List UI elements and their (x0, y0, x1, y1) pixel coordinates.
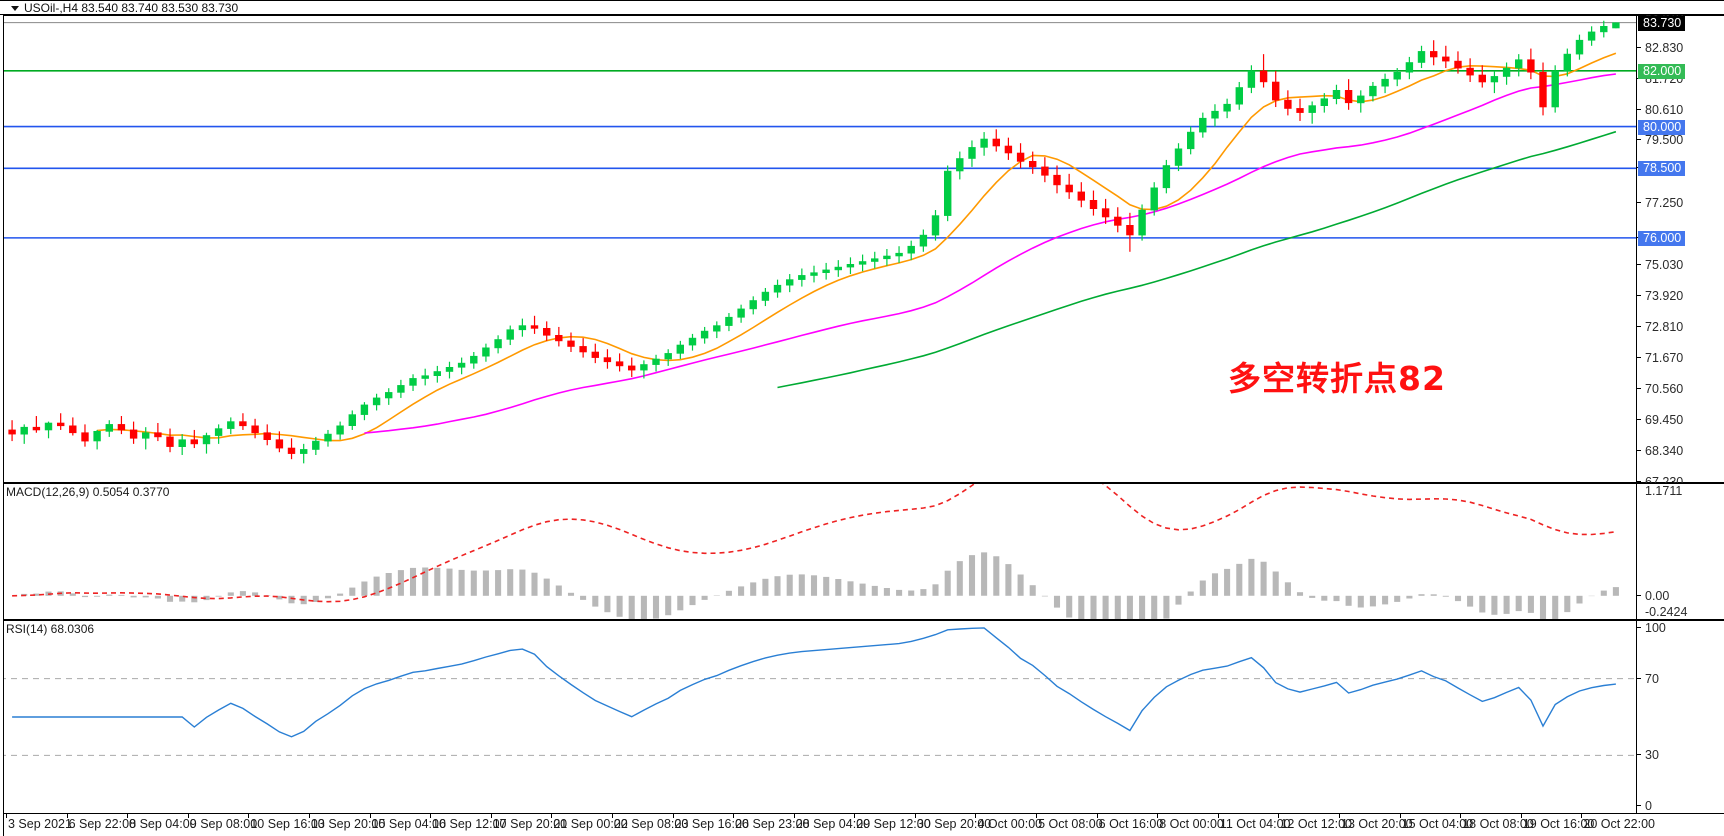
macd-axis-tick: 0.00 (1637, 589, 1669, 603)
date-axis-tick-mark (308, 814, 310, 818)
price-level-badge[interactable]: 76.000 (1638, 230, 1686, 246)
date-axis-tick-mark (66, 814, 68, 818)
price-axis-tick: 82.830 (1637, 41, 1683, 55)
macd-panel: MACD(12,26,9) 0.5054 0.3770 1.1711 0.00 -0… (0, 483, 1724, 620)
date-axis-tick-mark (1339, 814, 1341, 818)
date-axis-label: 9 Sep 08:00 (189, 817, 258, 831)
rsi-axis-tick: 100 (1637, 621, 1666, 635)
date-axis-label: 4 Oct 00:00 (977, 817, 1043, 831)
price-axis-tick: 69.450 (1637, 413, 1683, 427)
price-level-badge[interactable]: 82.000 (1638, 63, 1686, 79)
date-axis-tick-mark (854, 814, 856, 818)
price-level-badge[interactable]: 78.500 (1638, 161, 1686, 177)
rsi-series-svg (0, 627, 1636, 756)
chart-title: USOil-,H4 83.540 83.740 83.530 83.730 (24, 1, 239, 15)
date-axis-label: 20 Oct 22:00 (1583, 817, 1655, 831)
date-axis-tick-mark (975, 814, 977, 818)
current-price-badge[interactable]: 83.730 (1638, 15, 1686, 31)
price-axis-tick: 68.340 (1637, 444, 1683, 458)
rsi-plot-area[interactable] (0, 621, 1636, 813)
macd-label: MACD(12,26,9) 0.5054 0.3770 (6, 485, 170, 499)
price-axis-tick: 73.920 (1637, 289, 1683, 303)
date-axis-label: 21 Sep 00:00 (553, 817, 628, 831)
date-axis-label: 8 Oct 00:00 (1159, 817, 1224, 831)
rsi-axis-tick: 0 (1637, 799, 1652, 813)
date-axis-label: 13 Sep 20:00 (310, 817, 386, 831)
date-axis-tick-mark (369, 814, 371, 818)
date-axis-tick-mark (127, 814, 129, 818)
date-axis-tick-mark (1399, 814, 1401, 818)
date-axis-label: 11 Oct 04:00 (1219, 817, 1291, 831)
date-axis-label: 18 Oct 08:00 (1462, 817, 1534, 831)
date-axis-label: 22 Sep 08:00 (613, 817, 689, 831)
date-axis-tick-mark (6, 814, 7, 818)
date-axis-label: 16 Sep 12:00 (432, 817, 507, 831)
macd-axis-tick: -0.2424 (1645, 605, 1688, 619)
date-axis-label: 13 Oct 20:00 (1341, 817, 1413, 831)
macd-series-svg (12, 484, 1619, 619)
price-panel: 83.97082.83081.72080.61079.50078.50077.2… (0, 9, 1724, 489)
date-axis-label: 23 Sep 16:00 (674, 817, 749, 831)
date-axis-tick-mark (1520, 814, 1522, 818)
price-series-svg (0, 20, 1636, 464)
date-axis-label: 30 Sep 20:00 (916, 817, 992, 831)
date-axis-tick-mark (1036, 814, 1038, 818)
price-axis-tick: 71.670 (1637, 351, 1683, 365)
date-axis-tick-mark (733, 814, 735, 818)
date-axis-tick-mark (1157, 814, 1159, 818)
date-axis-tick-mark (187, 814, 189, 818)
macd-axis-tick: 1.1711 (1645, 484, 1683, 498)
chart-annotation-text: 多空转折点82 (1228, 359, 1446, 398)
price-axis-tick: 77.250 (1637, 196, 1683, 210)
price-axis-tick: 72.810 (1637, 320, 1683, 334)
date-axis-tick-mark (1278, 814, 1280, 818)
date-axis-tick-mark (793, 814, 795, 818)
date-axis-tick-mark (248, 814, 250, 818)
date-axis-label: 3 Sep 2021 (8, 817, 72, 831)
date-axis-tick-mark (611, 814, 613, 818)
date-axis-label: 29 Sep 12:00 (856, 817, 931, 831)
rsi-axis-tick: 30 (1637, 748, 1659, 762)
date-axis-label: 17 Sep 20:00 (492, 817, 568, 831)
rsi-axis-tick: 70 (1637, 672, 1659, 686)
date-axis-tick-mark (490, 814, 492, 818)
price-axis[interactable]: 83.97082.83081.72080.61079.50078.50077.2… (1636, 9, 1724, 489)
date-axis-label: 10 Sep 16:00 (250, 817, 325, 831)
price-axis-tick: 70.560 (1637, 382, 1683, 396)
date-axis-label: 15 Oct 04:00 (1401, 817, 1474, 831)
date-axis-tick-mark (1581, 814, 1583, 818)
date-axis-label: 8 Sep 04:00 (129, 817, 197, 831)
date-axis-label: 12 Oct 12:00 (1280, 817, 1353, 831)
date-axis-label: 26 Sep 23:00 (735, 817, 810, 831)
date-axis[interactable]: 3 Sep 2021 6 Sep 22:00 8 Sep 04:00 9 Sep 08… (0, 813, 1724, 836)
left-rail (0, 0, 4, 836)
date-axis-tick-mark (672, 814, 674, 818)
price-axis-tick: 80.610 (1637, 103, 1683, 117)
rsi-panel: RSI(14) 68.0306 100 70 30 0 (0, 620, 1724, 814)
window-title-bar: USOil-,H4 83.540 83.740 83.530 83.730 (0, 0, 1724, 15)
date-axis-label: 5 Oct 08:00 (1038, 817, 1103, 831)
date-axis-tick-mark (914, 814, 916, 818)
price-plot-area[interactable] (0, 16, 1636, 482)
price-axis-tick: 75.030 (1637, 258, 1683, 272)
date-axis-label: 19 Oct 16:00 (1522, 817, 1595, 831)
price-axis-tick: 79.500 (1637, 133, 1683, 147)
date-axis-tick-mark (1096, 814, 1098, 818)
date-axis-tick-mark (1460, 814, 1462, 818)
date-axis-tick-mark (551, 814, 553, 818)
rsi-axis[interactable]: 100 70 30 0 (1636, 621, 1724, 813)
date-axis-tick-mark (430, 814, 432, 818)
date-axis-label: 6 Sep 22:00 (68, 817, 136, 831)
price-level-badge[interactable]: 80.000 (1638, 119, 1686, 135)
date-axis-tick-mark (1217, 814, 1219, 818)
date-axis-label: 28 Sep 04:00 (795, 817, 871, 831)
triangle-down-icon[interactable] (11, 6, 19, 11)
date-axis-label: 6 Oct 16:00 (1098, 817, 1164, 831)
date-axis-label: 15 Sep 04:00 (371, 817, 446, 831)
rsi-label: RSI(14) 68.0306 (6, 622, 95, 636)
macd-plot-area[interactable] (0, 484, 1636, 619)
macd-axis[interactable]: 1.1711 0.00 -0.2424 (1636, 484, 1724, 619)
